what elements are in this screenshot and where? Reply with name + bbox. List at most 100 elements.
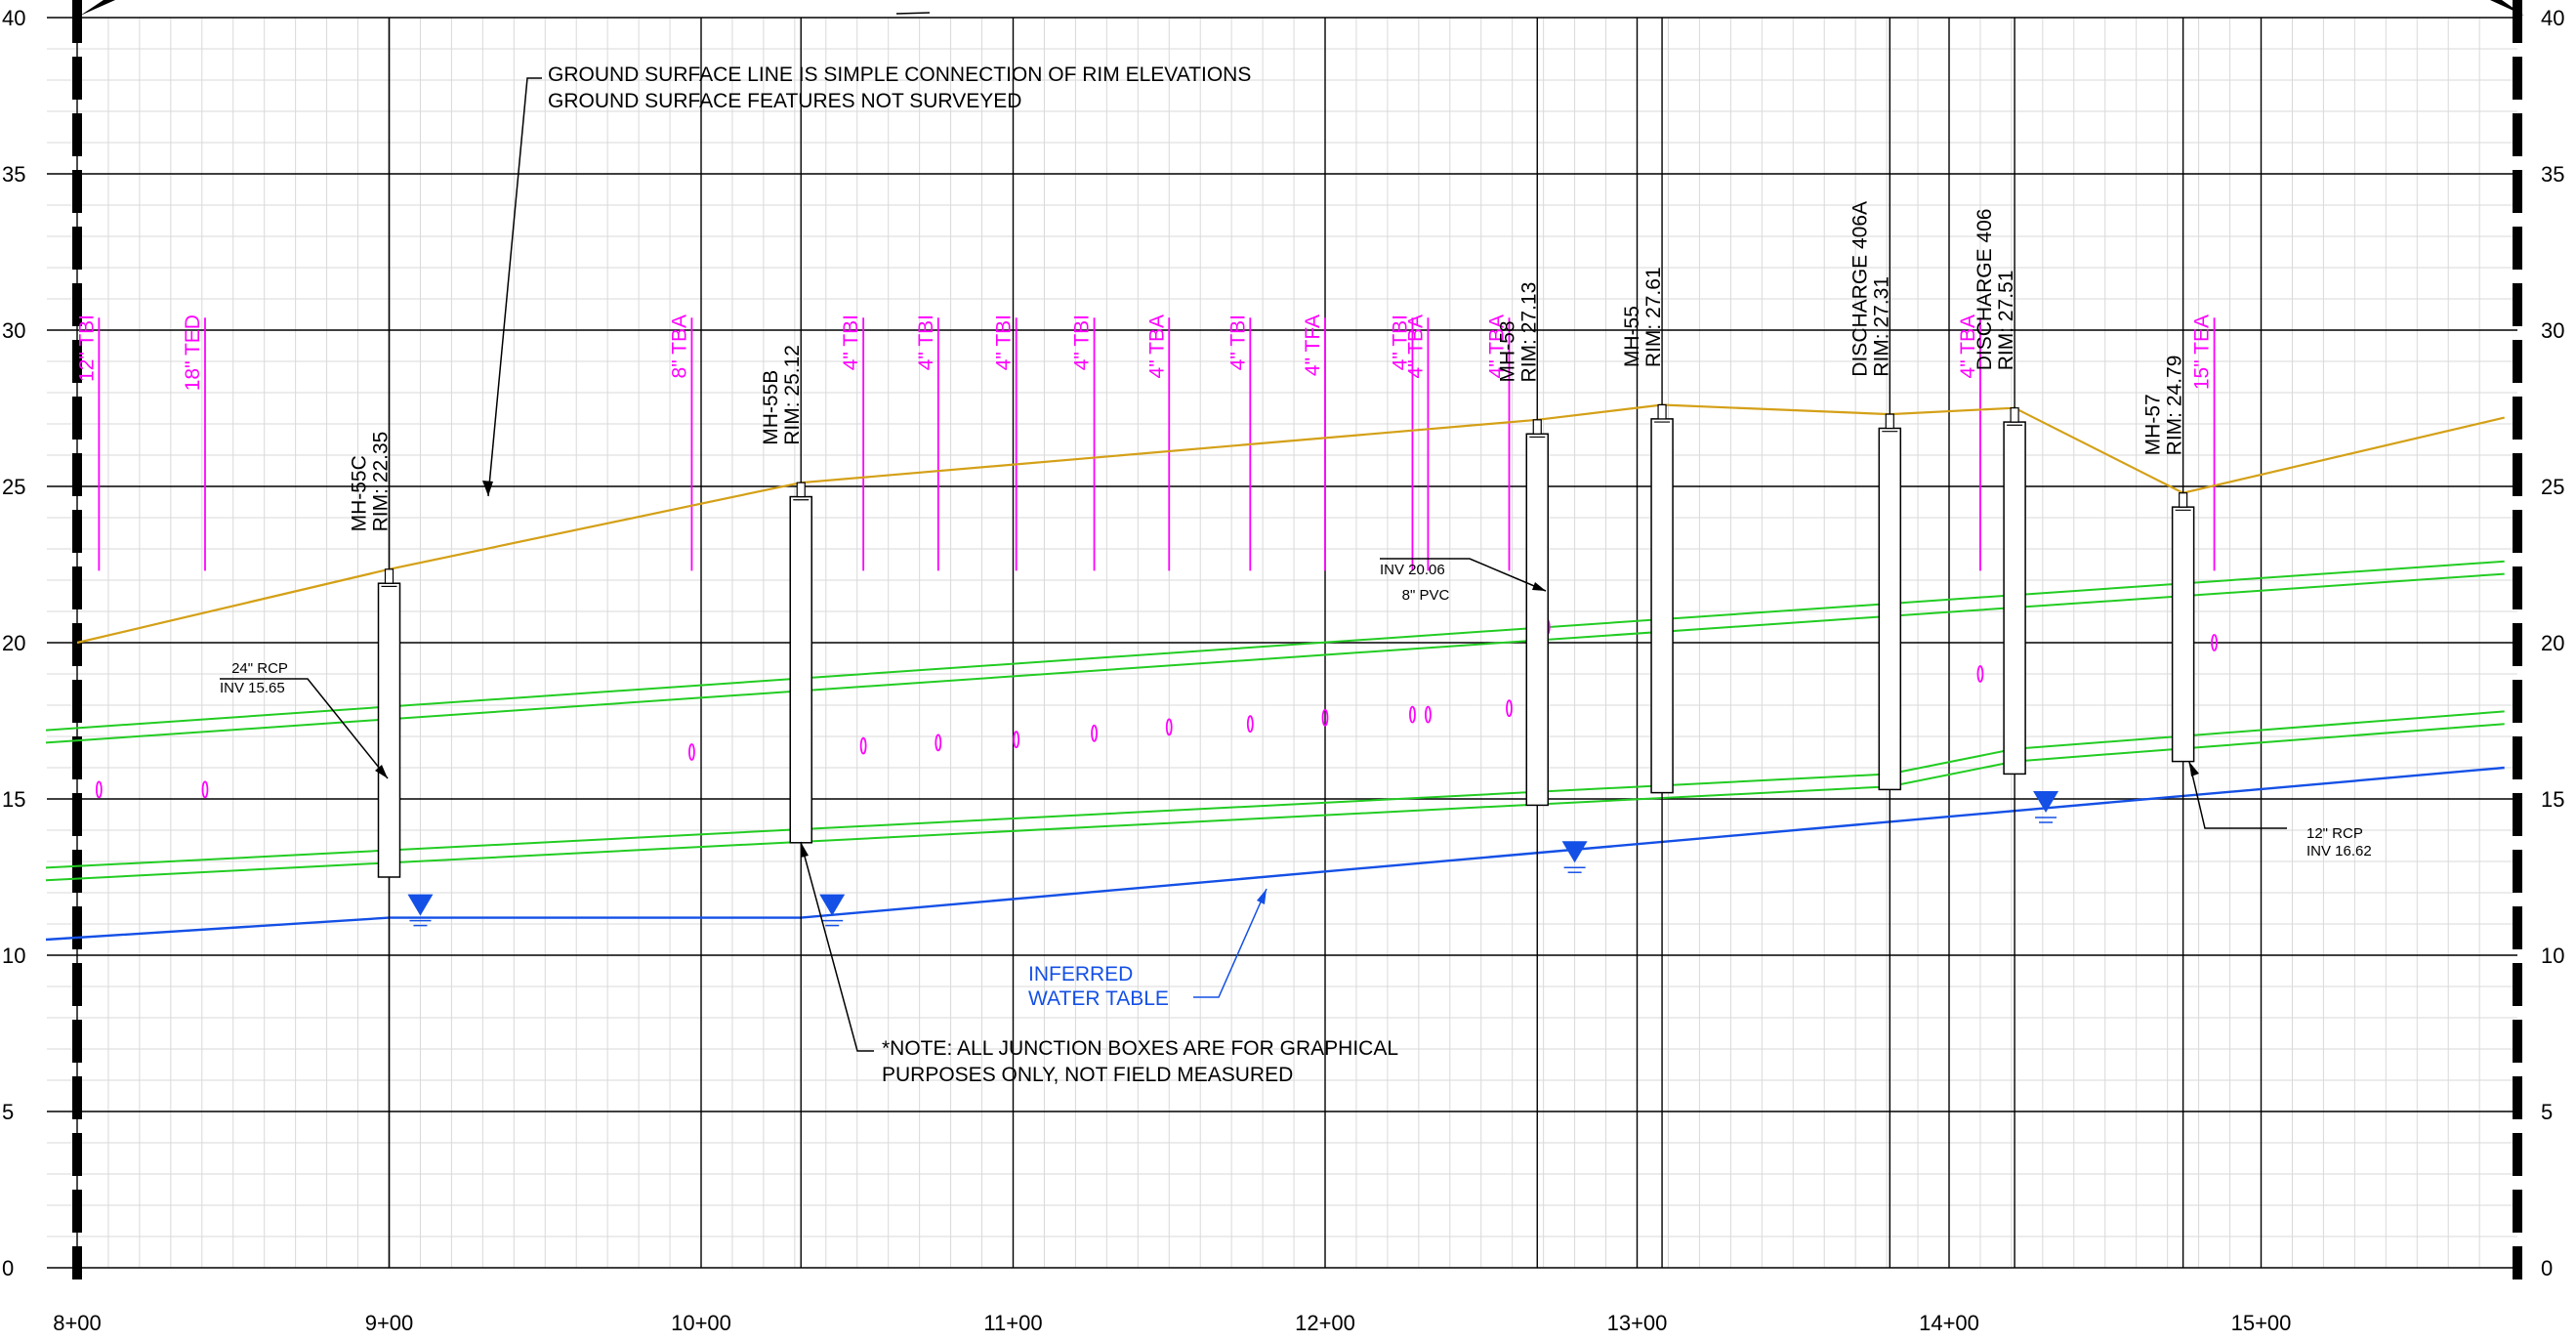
rcp24-size: 24" RCP: [231, 660, 288, 677]
rcp24-inv: INV 15.65: [220, 680, 285, 696]
leader-arrowhead: [1257, 889, 1267, 904]
junction-box: [2171, 506, 2195, 763]
y-tick-label-right: 25: [2541, 475, 2564, 499]
y-tick-label-left: 5: [2, 1100, 14, 1124]
leader-arrowhead: [801, 842, 809, 858]
y-tick-label-left: 30: [2, 318, 25, 343]
utility-label: 4" TBA: [1404, 315, 1427, 378]
structure-name: MH-55: [1621, 306, 1643, 367]
x-tick-label: 10+00: [671, 1311, 731, 1335]
junction-box-riser: [384, 568, 395, 584]
structure-name: MH-58: [1496, 320, 1518, 382]
utility-crossing-ellipse: [1013, 731, 1020, 749]
y-tick-label-right: 10: [2541, 944, 2564, 968]
utility-label: 4" TBI: [1389, 315, 1411, 370]
junction-box-riser: [2010, 407, 2019, 423]
utility-crossing-ellipse: [859, 736, 867, 755]
utility-label: 4" TBI: [840, 315, 862, 370]
y-tick-label-right: 5: [2541, 1100, 2553, 1124]
rcp24-leader: [220, 678, 389, 779]
conduit-line: [45, 560, 2505, 732]
utility-label: 4" TBI: [1071, 315, 1094, 370]
structure-rim: RIM: 27.31: [1870, 276, 1892, 377]
utility-crossing-ellipse: [688, 743, 695, 761]
structure-rim: RIM: 25.12: [781, 345, 804, 445]
water-table-line1: INFERRED: [1028, 963, 1133, 986]
ground-note-line1: GROUND SURFACE LINE IS SIMPLE CONNECTION…: [548, 63, 1251, 86]
pvc8-size: 8" PVC: [1402, 587, 1450, 604]
utility-label: 4" TBI: [993, 315, 1016, 370]
junction-note-line2: PURPOSES ONLY, NOT FIELD MEASURED: [882, 1064, 1293, 1086]
pvc8-callout: 8" PVC INV 20.06: [1380, 558, 1547, 604]
rcp12-size: 12" RCP: [2306, 825, 2363, 842]
structure-name: DISCHARGE 406A: [1849, 201, 1871, 377]
junction-box: [2003, 421, 2026, 776]
utility-label: 4" TBA: [1957, 315, 1979, 378]
y-tick-label-left: 20: [2, 631, 25, 655]
y-tick-label-left: 15: [2, 787, 25, 812]
utility-label: 4" TBA: [1145, 315, 1168, 378]
utility-label: 18" TED: [182, 315, 204, 391]
top-edge-mark: [895, 12, 931, 15]
rcp24-callout: 24" RCP INV 15.65: [220, 660, 389, 779]
x-tick-label: 12+00: [1295, 1311, 1355, 1335]
utility-crossing-ellipse: [1165, 718, 1173, 736]
rcp12-callout: 12" RCP INV 16.62: [2188, 761, 2372, 860]
structure-rim: RIM: 22.35: [370, 432, 393, 532]
structure-name: MH-57: [2142, 394, 2165, 455]
y-tick-label-right: 30: [2541, 318, 2564, 343]
water-table: [45, 766, 2505, 942]
ground-note-leader: [487, 77, 542, 497]
structure-name: DISCHARGE 406: [1974, 209, 1996, 371]
y-tick-label-right: 35: [2541, 162, 2564, 187]
conduit-lines: [45, 560, 2505, 882]
utility-crossing-ellipse: [1409, 705, 1416, 724]
utility-crossing-ellipse: [1091, 724, 1098, 742]
utility-label: 8" TBA: [668, 315, 690, 378]
utility-crossing-ellipse: [1976, 665, 1984, 683]
left-corner-marker: [80, 0, 115, 16]
right-corner-marker: [2490, 0, 2524, 16]
utility-crossing-ellipse: [2211, 634, 2218, 651]
utility-crossing-ellipse: [1321, 708, 1329, 727]
profile-borders: [72, 0, 2522, 1279]
y-tick-label-left: 35: [2, 162, 25, 187]
utility-crossing-ellipse: [95, 780, 103, 799]
junction-box-riser: [1885, 413, 1894, 430]
utility-label: 4" TBA: [1486, 315, 1509, 378]
water-table-marker: [407, 894, 434, 916]
leader-arrowhead: [1532, 582, 1546, 591]
pvc8-inv: INV 20.06: [1380, 562, 1445, 578]
ground-surface-line: [76, 403, 2505, 645]
leader-arrowhead: [375, 765, 388, 778]
structure-rim: RIM: 27.51: [1995, 271, 2017, 371]
conduit-line: [45, 572, 2505, 744]
x-tick-label: 13+00: [1607, 1311, 1668, 1335]
y-tick-label-left: 25: [2, 475, 25, 499]
rcp12-leader: [2188, 761, 2287, 829]
water-table-marker: [2033, 791, 2059, 813]
conduit-line: [45, 710, 2505, 869]
utility-label: 4" TBI: [1226, 315, 1249, 370]
water-table-callout: INFERRED WATER TABLE: [1028, 888, 1267, 1010]
x-tick-label: 14+00: [1919, 1311, 1979, 1335]
junction-box-riser: [796, 482, 806, 498]
major-grid: [47, 17, 2517, 1269]
ground-surface-callout: GROUND SURFACE LINE IS SIMPLE CONNECTION…: [482, 63, 1251, 497]
water-table-marker: [1561, 841, 1588, 863]
structure-name: MH-55C: [349, 455, 371, 531]
water-table-line2: WATER TABLE: [1028, 987, 1169, 1010]
x-tick-label: 15+00: [2231, 1311, 2292, 1335]
junction-note-callout: *NOTE: ALL JUNCTION BOXES ARE FOR GRAPHI…: [800, 841, 1398, 1086]
junction-box: [1878, 427, 1902, 791]
structure-rim: RIM: 27.61: [1642, 267, 1665, 367]
structure-rim: RIM: 24.79: [2164, 356, 2186, 456]
utility-label: 4" TBI: [915, 315, 937, 370]
utility-crossing-ellipse: [1506, 699, 1513, 718]
water-table-leader: [1193, 888, 1267, 998]
y-tick-label-left: 40: [2, 6, 25, 30]
junction-box-riser: [1657, 403, 1667, 420]
junction-box-riser: [2179, 492, 2188, 508]
utility-label: 15" TEA: [2191, 315, 2214, 390]
